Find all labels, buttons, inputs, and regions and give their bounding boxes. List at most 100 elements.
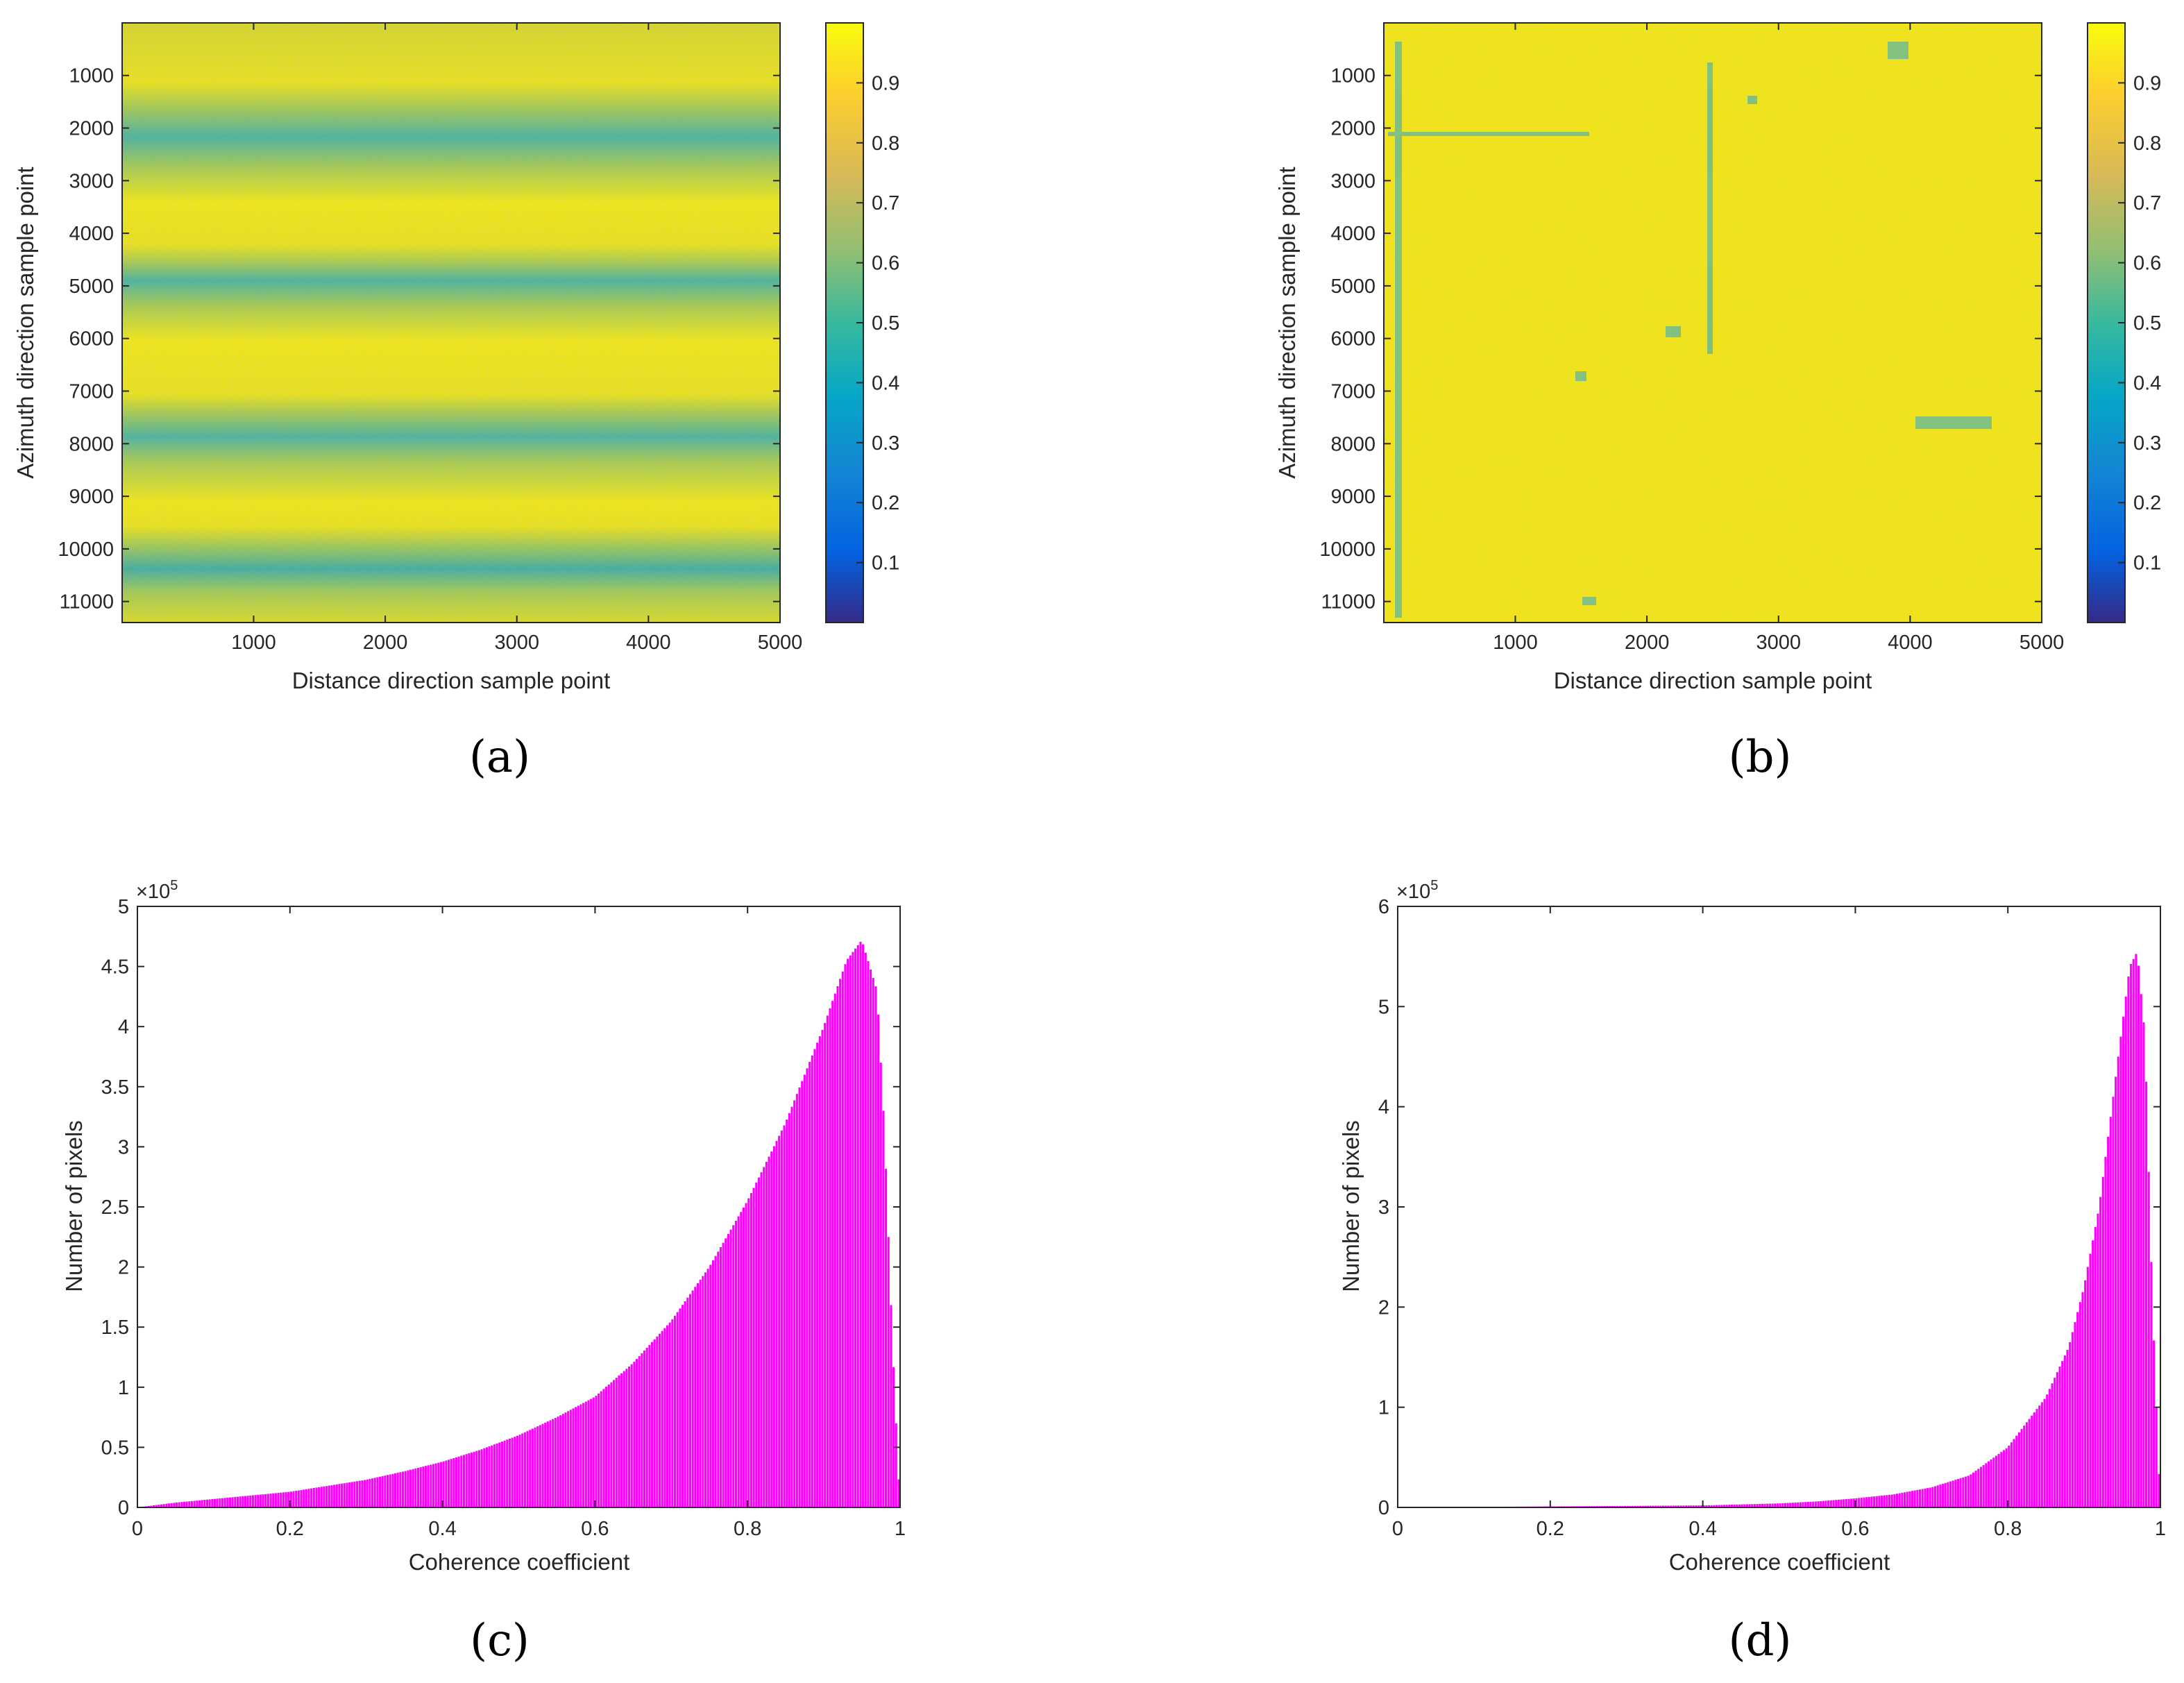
histogram-bar (1784, 1503, 1786, 1507)
y-tick-label: 7000 (1330, 380, 1375, 403)
histogram-bar (2020, 1428, 2023, 1507)
histogram-bar (1977, 1469, 1980, 1507)
histogram-bar (234, 1496, 237, 1507)
exponent-label-d: ×105 (1396, 878, 1438, 903)
histogram-bar (1718, 1505, 1720, 1507)
histogram-bar (2150, 1262, 2153, 1507)
x-tick-label: 1000 (231, 632, 276, 654)
y-tick-label: 2.5 (101, 1196, 129, 1219)
histogram-bar (389, 1474, 391, 1507)
histogram-bar (1954, 1480, 1957, 1507)
histogram-bar (1843, 1499, 1845, 1507)
histogram-bar (361, 1480, 364, 1507)
histogram-bar (1634, 1505, 1636, 1507)
histogram-bar (2066, 1350, 2069, 1507)
histogram-bar (557, 1416, 559, 1507)
histogram-bar (1906, 1491, 1908, 1507)
histogram-bar (2076, 1312, 2079, 1507)
histogram-bar (1814, 1501, 1817, 1507)
colorbar-tick-label: 0.1 (872, 552, 899, 575)
histogram-bar (1700, 1505, 1703, 1507)
histogram-bar (1647, 1505, 1650, 1507)
histogram-bar (2140, 994, 2142, 1507)
histogram-bar (772, 1146, 775, 1507)
histogram-bar (783, 1125, 786, 1507)
histogram-bar (745, 1203, 747, 1507)
y-axis-label-d: Number of pixels (1338, 1120, 1364, 1292)
histogram-bar (1881, 1495, 1884, 1507)
y-tick-label: 4000 (69, 223, 114, 245)
histogram-bar (1698, 1505, 1700, 1507)
histogram-bar (671, 1319, 674, 1507)
histogram-bar (1705, 1505, 1708, 1507)
histogram-bar (806, 1068, 809, 1507)
coherence-map-b-features (1388, 42, 1992, 618)
histogram-bar (717, 1251, 720, 1507)
histogram-bar (310, 1488, 313, 1507)
histogram-bar (849, 955, 852, 1507)
histogram-bar (668, 1322, 671, 1507)
histogram-bar (213, 1498, 217, 1507)
histogram-bar (1618, 1505, 1621, 1507)
y-tick-label: 2000 (1330, 118, 1375, 140)
histogram-bar (567, 1411, 570, 1507)
histogram-bar (1933, 1486, 1937, 1507)
histogram-bar (531, 1428, 534, 1507)
histogram-bar (829, 1008, 831, 1507)
histogram-bar (1710, 1505, 1713, 1507)
histogram-bar (287, 1491, 290, 1507)
colorbar-tick-label: 0.2 (872, 492, 899, 514)
histogram-bar (371, 1478, 374, 1507)
histogram-bar (788, 1113, 790, 1507)
histogram-bar (2104, 1156, 2107, 1507)
histogram-bar (882, 1110, 885, 1507)
histogram-bar (211, 1499, 214, 1507)
histogram-bar (2013, 1439, 2015, 1507)
histogram-bar (892, 1367, 895, 1507)
histogram-bar (1913, 1490, 1916, 1507)
histogram-bar (2092, 1240, 2094, 1507)
histogram-bar (346, 1482, 348, 1507)
histogram-bar (2071, 1332, 2074, 1507)
histogram-bar (1794, 1502, 1797, 1507)
histogram-bar (780, 1131, 783, 1507)
histogram-bar (1690, 1505, 1693, 1507)
histogram-bar (1715, 1505, 1718, 1507)
histogram-bar (681, 1305, 684, 1507)
colorbar-tick-label: 0.9 (2133, 72, 2161, 94)
histogram-bar (483, 1448, 486, 1507)
histogram-bar (2028, 1419, 2031, 1507)
histogram-bar (1692, 1505, 1695, 1507)
histogram-bar (180, 1502, 183, 1507)
histogram-bar (811, 1055, 813, 1507)
histogram-bar (373, 1478, 376, 1507)
histogram-bar (226, 1497, 229, 1507)
colorbar-tick-label: 0.8 (2133, 133, 2161, 155)
histogram-bar (1893, 1494, 1896, 1507)
histogram-bar (2153, 1340, 2156, 1507)
y-axis-label-a: Azimuth direction sample point (12, 167, 38, 478)
histogram-bar (2097, 1213, 2099, 1507)
histogram-bar (325, 1486, 328, 1507)
histogram-bar (1820, 1500, 1822, 1507)
histogram-bar (430, 1464, 432, 1507)
histogram-bar (2132, 958, 2135, 1508)
y-tick-label: 6000 (69, 328, 114, 350)
histogram-bar (818, 1036, 821, 1507)
histogram-bar (356, 1481, 359, 1507)
histogram-bar (592, 1397, 595, 1507)
histogram-bar (870, 969, 872, 1507)
histogram-bar (572, 1408, 575, 1507)
histogram-bar (2038, 1405, 2041, 1507)
histogram-bar (277, 1493, 280, 1507)
histogram-bar (384, 1475, 387, 1507)
histogram-bar (732, 1225, 735, 1507)
histogram-bar (534, 1427, 536, 1507)
y-tick-label: 1000 (1330, 65, 1375, 87)
histogram-bar (366, 1479, 369, 1507)
histogram-bar (2063, 1355, 2066, 1507)
histogram-bar (854, 948, 857, 1507)
histogram-bar (364, 1480, 366, 1507)
histogram-bar (1886, 1495, 1888, 1507)
histogram-bar (2046, 1394, 2049, 1507)
